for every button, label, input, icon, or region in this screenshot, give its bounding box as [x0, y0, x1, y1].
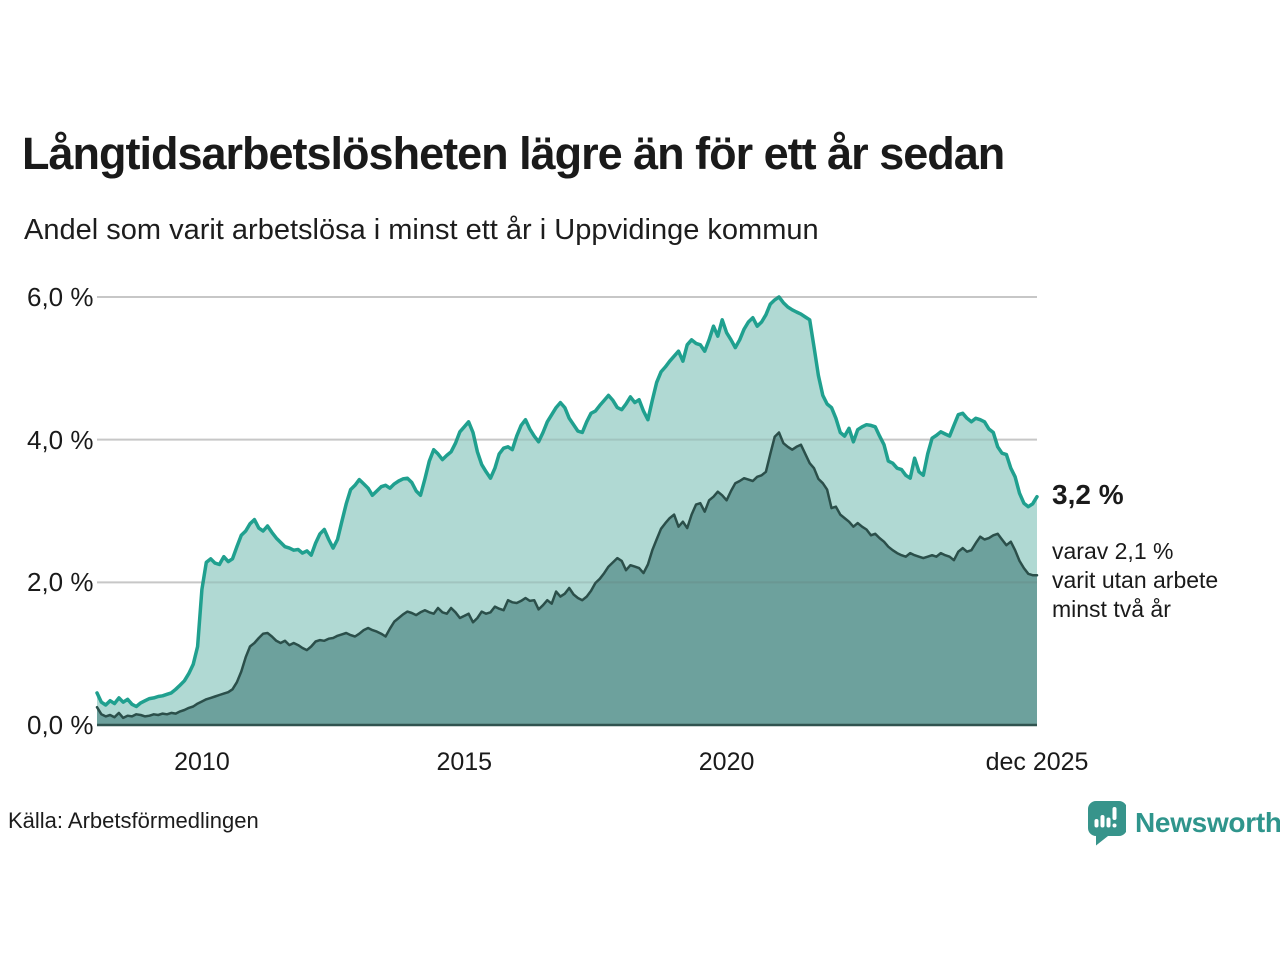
x-tick-2020: 2020: [698, 748, 755, 776]
secondary-annotation-line-1: varav 2,1 %: [1052, 538, 1174, 564]
x-tick-dec-2025: dec 2025: [985, 748, 1089, 776]
y-tick-4: 4,0 %: [27, 424, 94, 455]
source-attribution: Källa: Arbetsförmedlingen: [8, 808, 259, 833]
secondary-annotation-line-3: minst två år: [1052, 596, 1171, 622]
newsworthy-logo: Newsworthy: [1086, 800, 1280, 846]
secondary-annotation-line-2: varit utan arbete: [1052, 567, 1219, 593]
y-tick-0: 0,0 %: [27, 710, 94, 740]
newsworthy-bars-icon: [1086, 800, 1126, 846]
y-tick-2: 2,0 %: [27, 567, 94, 598]
latest-value-annotation: 3,2 %: [1052, 479, 1124, 510]
y-tick-6: 6,0 %: [27, 282, 94, 312]
secondary-annotation: varav 2,1 % varit utan arbete minst två …: [1052, 537, 1218, 624]
page-title: Långtidsarbetslösheten lägre än för ett …: [22, 128, 1005, 179]
page-subtitle: Andel som varit arbetslösa i minst ett å…: [24, 214, 819, 246]
newsworthy-wordmark: Newsworthy: [1135, 807, 1280, 838]
x-tick-2010: 2010: [174, 748, 230, 776]
x-tick-2015: 2015: [436, 748, 493, 776]
